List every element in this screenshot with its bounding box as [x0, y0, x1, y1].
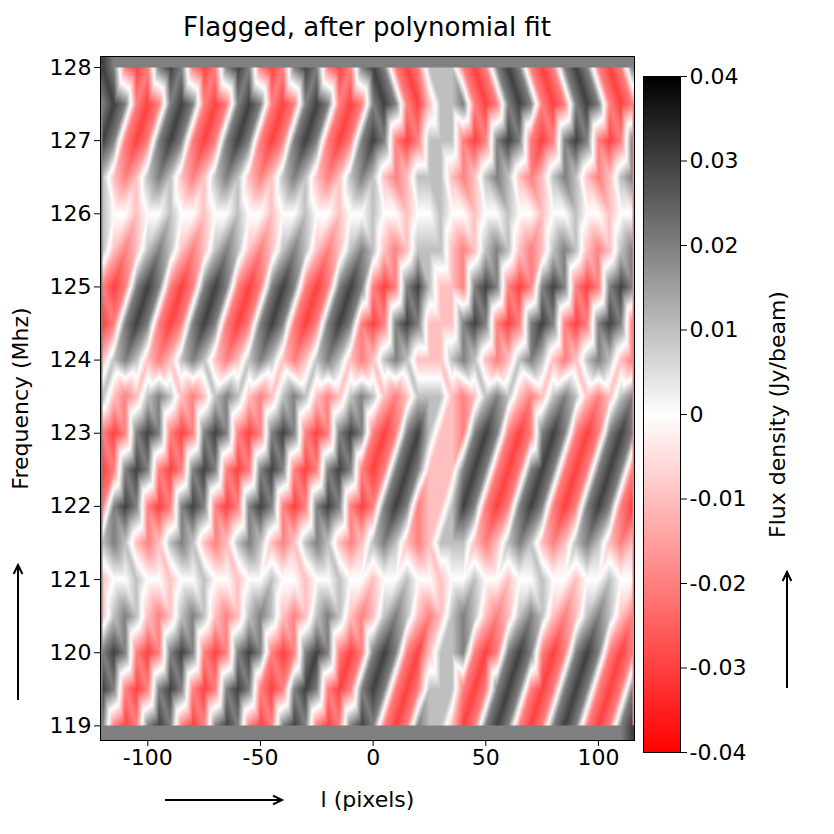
svg-text:128: 128: [50, 55, 92, 80]
svg-text:-100: -100: [123, 745, 173, 770]
svg-text:126: 126: [50, 201, 92, 226]
svg-text:0.02: 0.02: [690, 233, 739, 258]
svg-text:-0.03: -0.03: [690, 655, 747, 680]
svg-text:Frequency (Mhz): Frequency (Mhz): [8, 307, 33, 489]
svg-text:127: 127: [50, 128, 92, 153]
svg-text:50: 50: [472, 745, 500, 770]
svg-text:0: 0: [366, 745, 380, 770]
svg-text:0.03: 0.03: [690, 148, 739, 173]
svg-text:124: 124: [50, 347, 92, 372]
svg-text:122: 122: [50, 493, 92, 518]
svg-text:-0.01: -0.01: [690, 486, 747, 511]
html-text:Flagged, after polynomial fit: Flagged, after polynomial fit: [183, 12, 551, 42]
svg-text:0.01: 0.01: [690, 317, 739, 342]
svg-text:Flux density (Jy/beam): Flux density (Jy/beam): [765, 291, 790, 538]
svg-text:0.04: 0.04: [690, 64, 739, 89]
svg-text:l (pixels): l (pixels): [321, 787, 415, 812]
svg-text:121: 121: [50, 567, 92, 592]
svg-text:119: 119: [50, 713, 92, 738]
svg-text:100: 100: [577, 745, 619, 770]
svg-text:-0.02: -0.02: [690, 571, 747, 596]
svg-text:120: 120: [50, 640, 92, 665]
svg-text:-50: -50: [243, 745, 279, 770]
svg-text:123: 123: [50, 420, 92, 445]
svg-text:125: 125: [50, 274, 92, 299]
svg-text:-0.04: -0.04: [690, 740, 747, 765]
svg-text:0: 0: [690, 402, 704, 427]
